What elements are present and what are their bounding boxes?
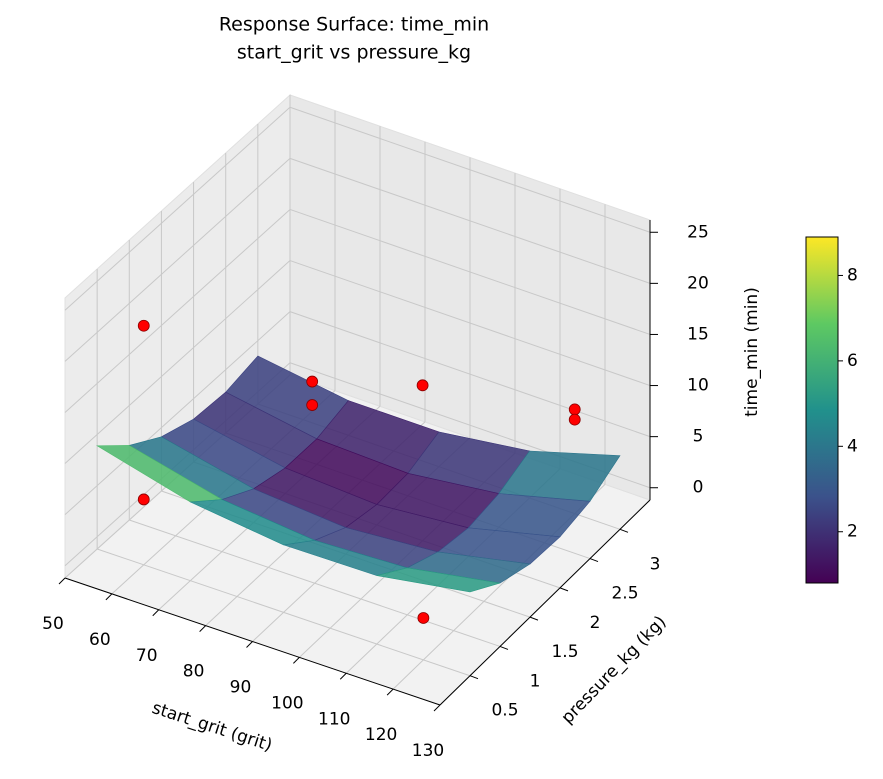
colorbar-tick-label: 8 xyxy=(847,265,858,285)
z-tick-label: 5 xyxy=(693,427,704,447)
x-tick-label: 80 xyxy=(183,662,205,682)
grid-line xyxy=(289,260,651,387)
tick-mark xyxy=(246,641,253,648)
data-point xyxy=(137,319,150,332)
z-tick-label: 25 xyxy=(687,222,709,242)
x-tick-label: 50 xyxy=(42,614,64,634)
data-point xyxy=(306,399,319,411)
y-tick-label: 1 xyxy=(530,671,541,691)
tick-mark xyxy=(469,675,479,680)
z-axis-label: time_min (min) xyxy=(742,287,762,417)
x-tick-label: 90 xyxy=(230,678,252,698)
grid-line xyxy=(96,548,471,677)
data-point xyxy=(137,493,150,506)
colorbar: 2 4 6 8 xyxy=(805,236,858,584)
data-point xyxy=(417,612,430,624)
y-axis-label: pressure_kg (kg) xyxy=(558,612,671,728)
tick-mark xyxy=(199,625,206,632)
tick-mark xyxy=(293,657,300,664)
tick-mark xyxy=(339,672,347,680)
z-tick-label: 15 xyxy=(687,324,709,344)
axis-line xyxy=(64,577,441,706)
z-tick-label: 10 xyxy=(687,376,709,396)
y-tick-label: 3 xyxy=(650,554,661,574)
x-tick-label: 70 xyxy=(136,646,158,666)
x-tick-label: 110 xyxy=(318,709,350,729)
colorbar-gradient xyxy=(805,236,839,584)
x-tick-label: 120 xyxy=(365,725,397,745)
grid-line xyxy=(289,106,651,233)
tick-mark xyxy=(499,645,509,650)
grid-line xyxy=(289,208,651,335)
colorbar-tick-label: 6 xyxy=(847,351,858,371)
grid-line xyxy=(129,519,501,647)
grid-line xyxy=(64,311,291,516)
z-tick-label: 0 xyxy=(693,478,704,498)
scene xyxy=(96,319,621,624)
data-point xyxy=(416,379,429,392)
data-point xyxy=(306,375,319,388)
y-tick-label: 2 xyxy=(590,613,601,633)
grid-line xyxy=(289,311,651,438)
grid-line xyxy=(64,106,291,311)
chart-title: Response Surface: time_min xyxy=(219,14,489,36)
colorbar-tick-label: 4 xyxy=(847,436,858,456)
tick-mark xyxy=(386,688,394,696)
grid-line xyxy=(289,157,651,284)
grid-line xyxy=(64,157,291,362)
tick-mark xyxy=(152,609,160,617)
y-tick-label: 0.5 xyxy=(491,701,518,721)
tick-mark xyxy=(58,577,66,585)
x-tick-label: 100 xyxy=(271,693,303,713)
x-tick-label: 60 xyxy=(89,630,111,650)
x-tick-label: 130 xyxy=(412,741,444,761)
chart-subtitle: start_grit vs pressure_kg xyxy=(237,42,471,64)
tick-mark xyxy=(433,704,441,712)
y-tick-label: 1.5 xyxy=(551,642,578,662)
data-point xyxy=(568,413,581,426)
grid-line xyxy=(64,260,291,464)
surface-patch xyxy=(376,567,501,593)
data-point xyxy=(568,403,581,416)
tick-mark xyxy=(589,558,599,563)
x-axis-label: start_grit (grit) xyxy=(149,698,274,756)
tick-mark xyxy=(559,587,569,592)
y-tick-label: 2.5 xyxy=(611,584,638,604)
colorbar-tick-label: 2 xyxy=(847,522,858,542)
axis-line xyxy=(439,499,651,706)
tick-mark xyxy=(105,593,113,601)
z-tick-label: 20 xyxy=(687,273,709,293)
tick-mark xyxy=(529,616,539,621)
tick-mark xyxy=(619,528,629,533)
grid-line xyxy=(64,209,291,413)
